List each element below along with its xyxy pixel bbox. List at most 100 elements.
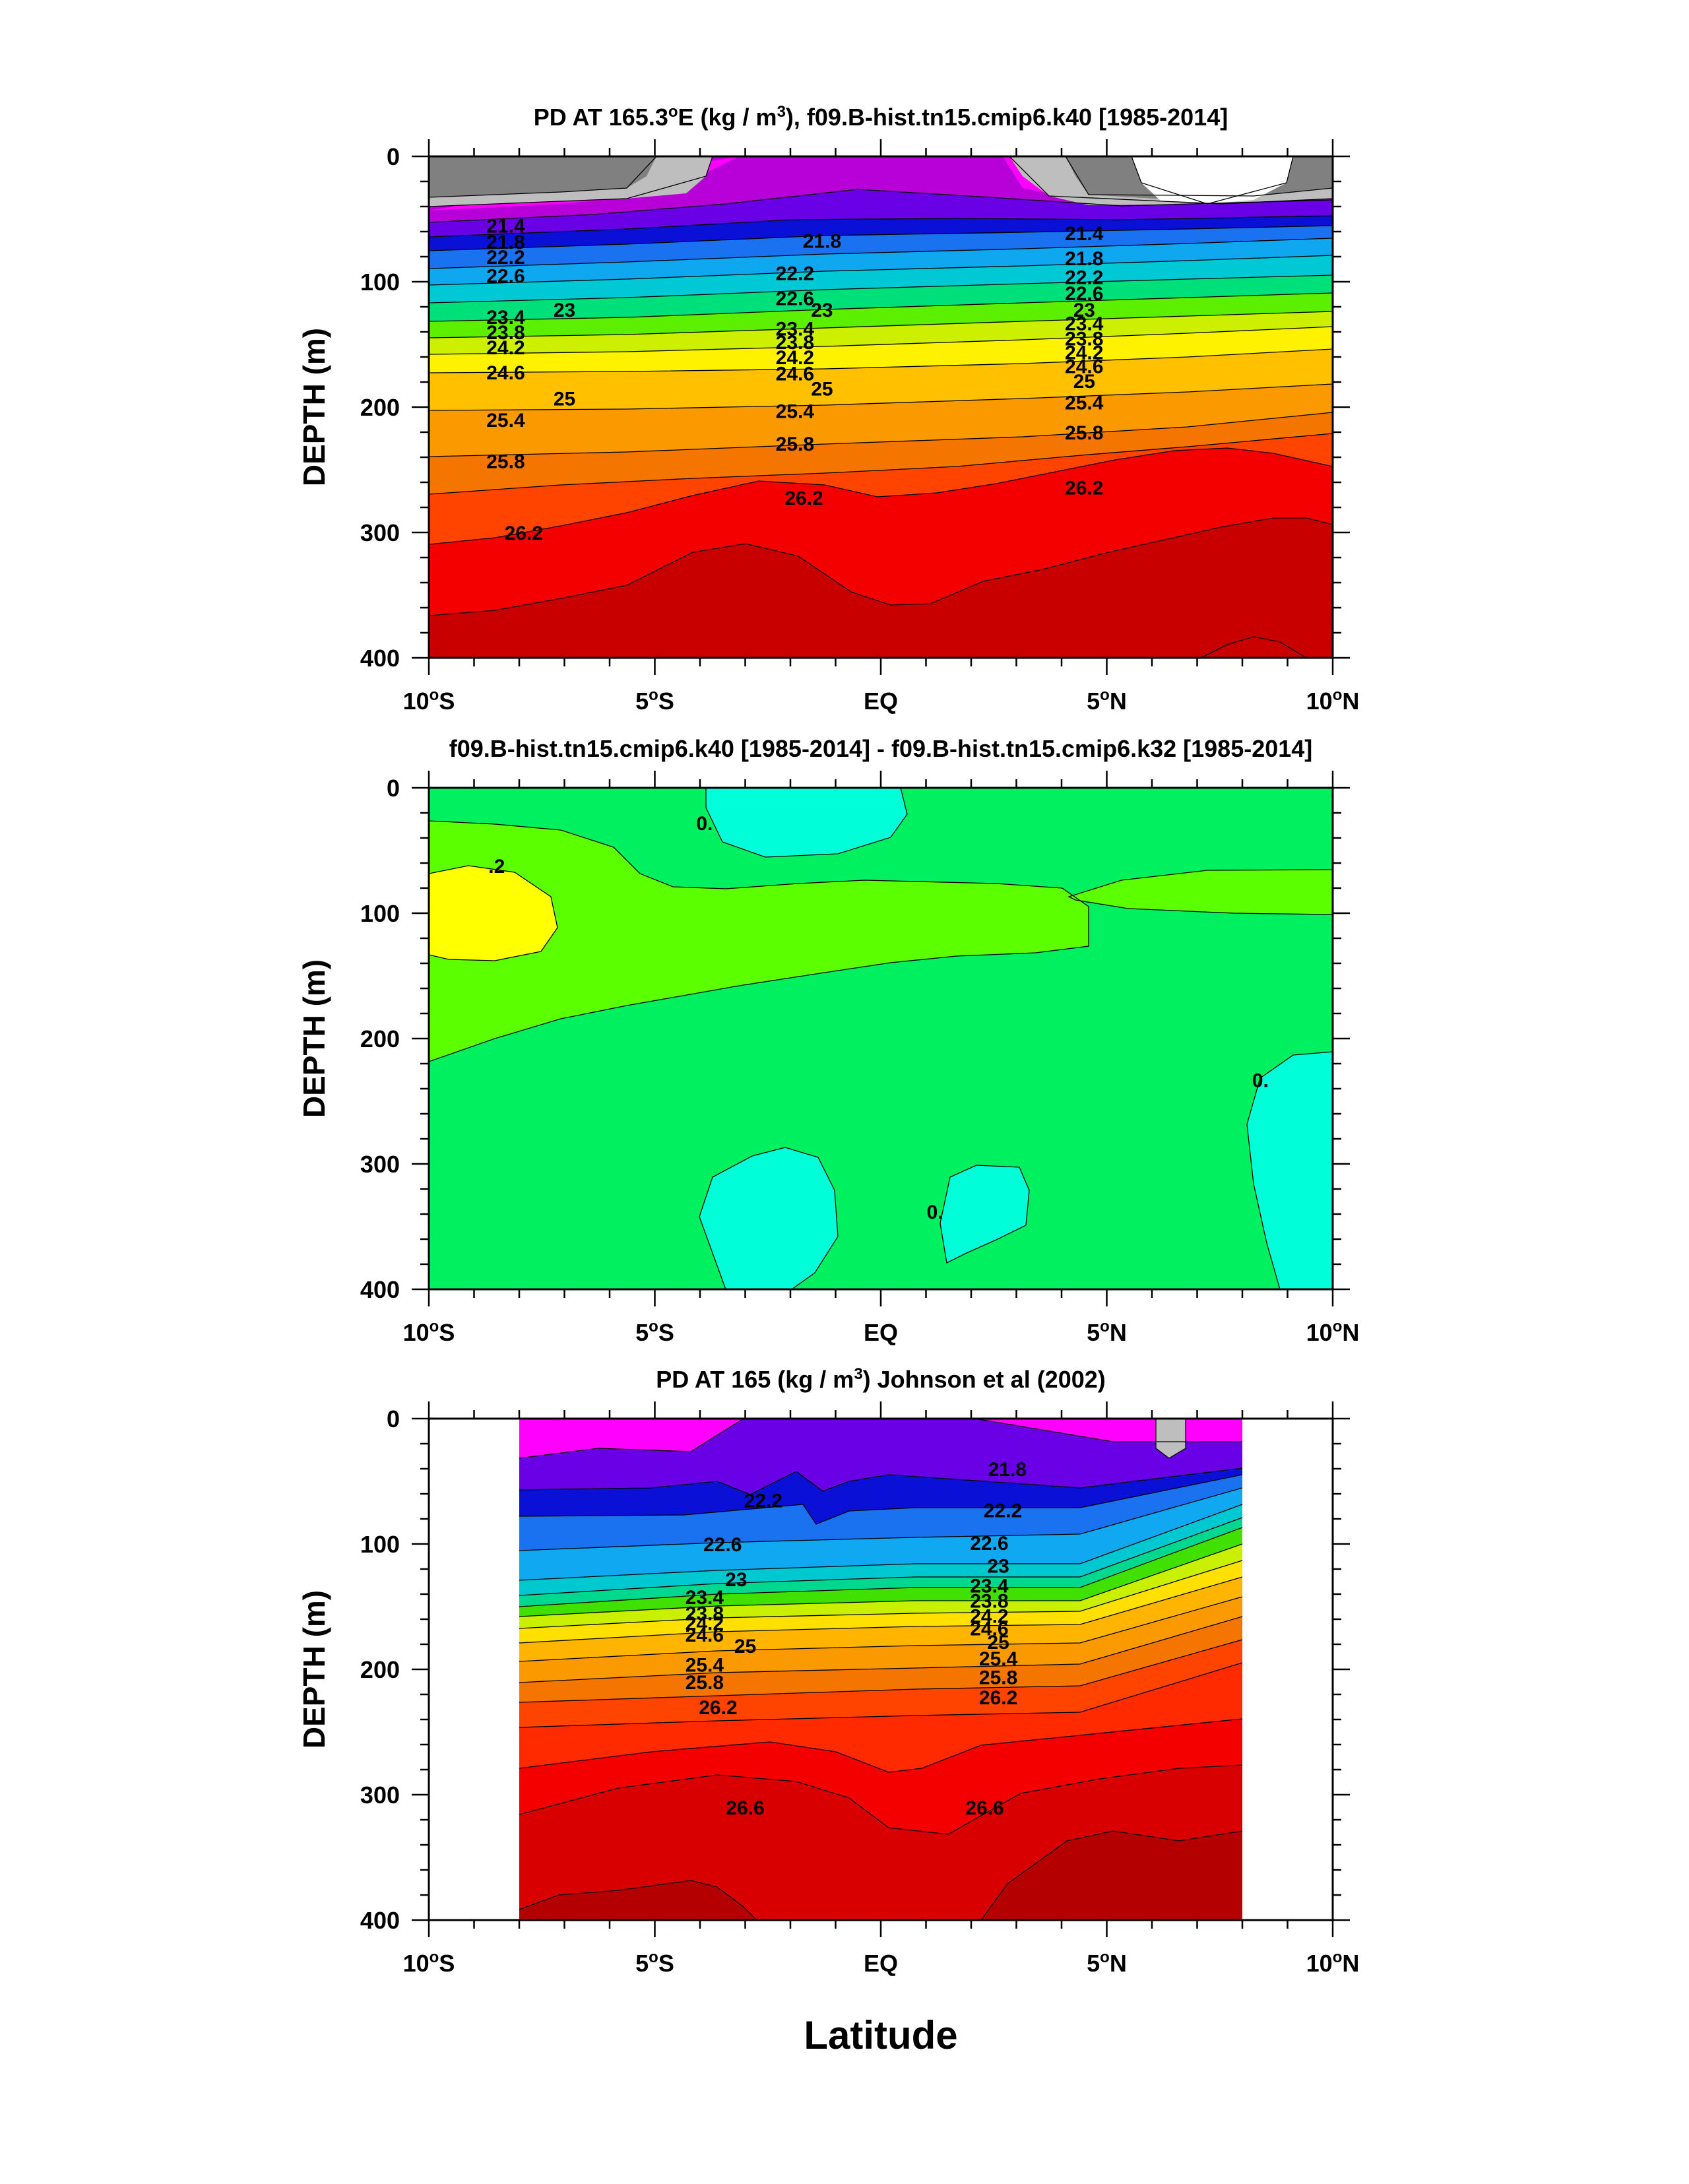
panel-2-plot: .2 0. 0. 0. xyxy=(428,787,1333,1290)
contour-label: 26.2 xyxy=(699,1697,737,1719)
contour-label: 25.8 xyxy=(1065,422,1103,444)
band-negative-eq xyxy=(940,1165,1029,1263)
panel-3-plot: 21.822.2 22.222.6 22.6232323.423.423.823.8… xyxy=(519,1418,1243,1921)
band-0.2 xyxy=(429,866,558,961)
contour-label: 25 xyxy=(734,1636,756,1657)
contour-label: 25.8 xyxy=(486,451,525,473)
band-21.0-west xyxy=(429,156,656,197)
contour-label: 0. xyxy=(1252,1070,1269,1092)
panel-3-title: PD AT 165 (kg / m3) Johnson et al (2002) xyxy=(656,1365,1106,1393)
contour-label: 23.8 xyxy=(1065,329,1103,350)
contour-label: 26.6 xyxy=(965,1797,1004,1819)
panel-2-contour-lines xyxy=(428,787,1333,1290)
contour-label: 22.6 xyxy=(1065,283,1103,305)
contour-label: 22.6 xyxy=(970,1533,1008,1555)
x-tick-label: 10oN xyxy=(1306,1948,1360,1977)
contour-label: 21.8 xyxy=(1065,248,1103,270)
x-tick-label: 10oS xyxy=(403,1948,455,1977)
x-tick-label: 10oS xyxy=(403,1318,455,1346)
panel-3-data-area xyxy=(519,1418,1243,1921)
contour-label: 23.8 xyxy=(776,332,814,354)
contour-label: 24.6 xyxy=(970,1618,1008,1640)
y-tick-label: 0 xyxy=(387,1405,400,1432)
contour-label: 23 xyxy=(987,1555,1009,1577)
contour-label: 23 xyxy=(811,300,833,321)
band-negative-south xyxy=(699,1147,838,1289)
contour-label: 25.8 xyxy=(685,1672,724,1694)
contour-label: 21.8 xyxy=(486,232,525,253)
y-tick-label: 200 xyxy=(360,1025,400,1052)
y-tick-label: 300 xyxy=(360,1151,400,1178)
y-axis-label: DEPTH (m) xyxy=(297,1590,331,1749)
y-tick-label: 400 xyxy=(360,645,400,672)
contour-label: 26.2 xyxy=(784,488,823,509)
y-tick-label: 100 xyxy=(360,900,400,927)
panel-1-contour-lines xyxy=(428,156,1333,658)
x-tick-label: EQ xyxy=(864,688,898,715)
contour-label: 23.4 xyxy=(1065,313,1104,335)
contour-label: 26.2 xyxy=(505,523,543,544)
band-21.0 xyxy=(1156,1419,1186,1458)
contour-label: 23 xyxy=(554,300,575,321)
panel-3-contour-lines xyxy=(519,1418,1243,1921)
contour-label: 25.4 xyxy=(486,410,525,432)
contour-label: 23 xyxy=(1073,300,1095,321)
panel-1: PD AT 165.3oE (kg / m3), f09.B-hist.tn15… xyxy=(428,103,1333,658)
contour-label: 25.8 xyxy=(979,1667,1017,1688)
contour-label: 22.6 xyxy=(486,266,525,288)
contour-label: 24.2 xyxy=(685,1613,724,1635)
contour-label: 22.2 xyxy=(486,247,525,269)
contour-label: 23.4 xyxy=(486,307,525,329)
y-tick-label: 300 xyxy=(360,519,400,546)
contour-label: 21.4 xyxy=(1065,223,1104,245)
y-tick-label: 400 xyxy=(360,1276,400,1303)
panel-2-title: f09.B-hist.tn15.cmip6.k40 [1985-2014] - … xyxy=(449,735,1313,762)
x-tick-label: 5oN xyxy=(1087,1948,1127,1977)
contour-label: 21.8 xyxy=(803,230,841,252)
y-tick-label: 0 xyxy=(387,775,400,802)
contour-label: 24.6 xyxy=(776,364,814,385)
contour-label: 0. xyxy=(927,1202,943,1223)
contour-label: 25.4 xyxy=(776,401,815,423)
panel-1-plot: 21.421.822.222.62323.423.824.224.62525.4… xyxy=(428,156,1333,658)
contour-label: 24.2 xyxy=(486,337,525,359)
panel-2: f09.B-hist.tn15.cmip6.k40 [1985-2014] - … xyxy=(428,735,1333,1290)
contour-label: .2 xyxy=(488,856,505,878)
y-tick-label: 400 xyxy=(360,1907,400,1934)
contour-label: 26.2 xyxy=(979,1687,1017,1709)
contour-label: 25 xyxy=(811,379,833,401)
x-tick-label: EQ xyxy=(864,1950,898,1977)
contour-label: 21.4 xyxy=(486,216,525,238)
panel-1-contour-labels: 21.421.822.222.62323.423.824.224.62525.4… xyxy=(486,216,1104,545)
contour-label: 25 xyxy=(987,1632,1009,1654)
band-positive-west xyxy=(429,821,1089,1062)
y-tick-label: 100 xyxy=(360,269,400,296)
x-axis-label: Latitude xyxy=(804,2013,957,2057)
contour-label: 25 xyxy=(554,389,575,410)
contour-label: 23.8 xyxy=(486,322,525,344)
contour-label: 23.4 xyxy=(776,318,815,340)
contour-label: 24.2 xyxy=(970,1605,1008,1627)
contour-label: 26.2 xyxy=(1065,478,1103,499)
contour-label: 26.6 xyxy=(726,1797,764,1819)
contour-label: 25.4 xyxy=(1065,392,1104,414)
panel-3: PD AT 165 (kg / m3) Johnson et al (2002) xyxy=(519,1365,1243,1921)
contour-label: 23.8 xyxy=(685,1603,724,1625)
contour-label: 23.4 xyxy=(685,1587,724,1609)
contour-label: 23 xyxy=(725,1569,747,1591)
y-tick-label: 200 xyxy=(360,394,400,421)
band-negative-north xyxy=(1247,1052,1333,1289)
panel-1-title: PD AT 165.3oE (kg / m3), f09.B-hist.tn15… xyxy=(534,103,1228,131)
y-tick-label: 200 xyxy=(360,1656,400,1683)
contour-label: 24.2 xyxy=(1065,342,1103,364)
contour-label: 25.4 xyxy=(685,1654,724,1676)
contour-label: 23.4 xyxy=(970,1576,1009,1597)
x-tick-label: 5oS xyxy=(635,1948,674,1977)
contour-label: 25 xyxy=(1073,371,1095,393)
contour-label: 22.2 xyxy=(776,263,814,285)
y-axis-label: DEPTH (m) xyxy=(297,959,331,1118)
contour-label: 23.8 xyxy=(970,1591,1008,1613)
